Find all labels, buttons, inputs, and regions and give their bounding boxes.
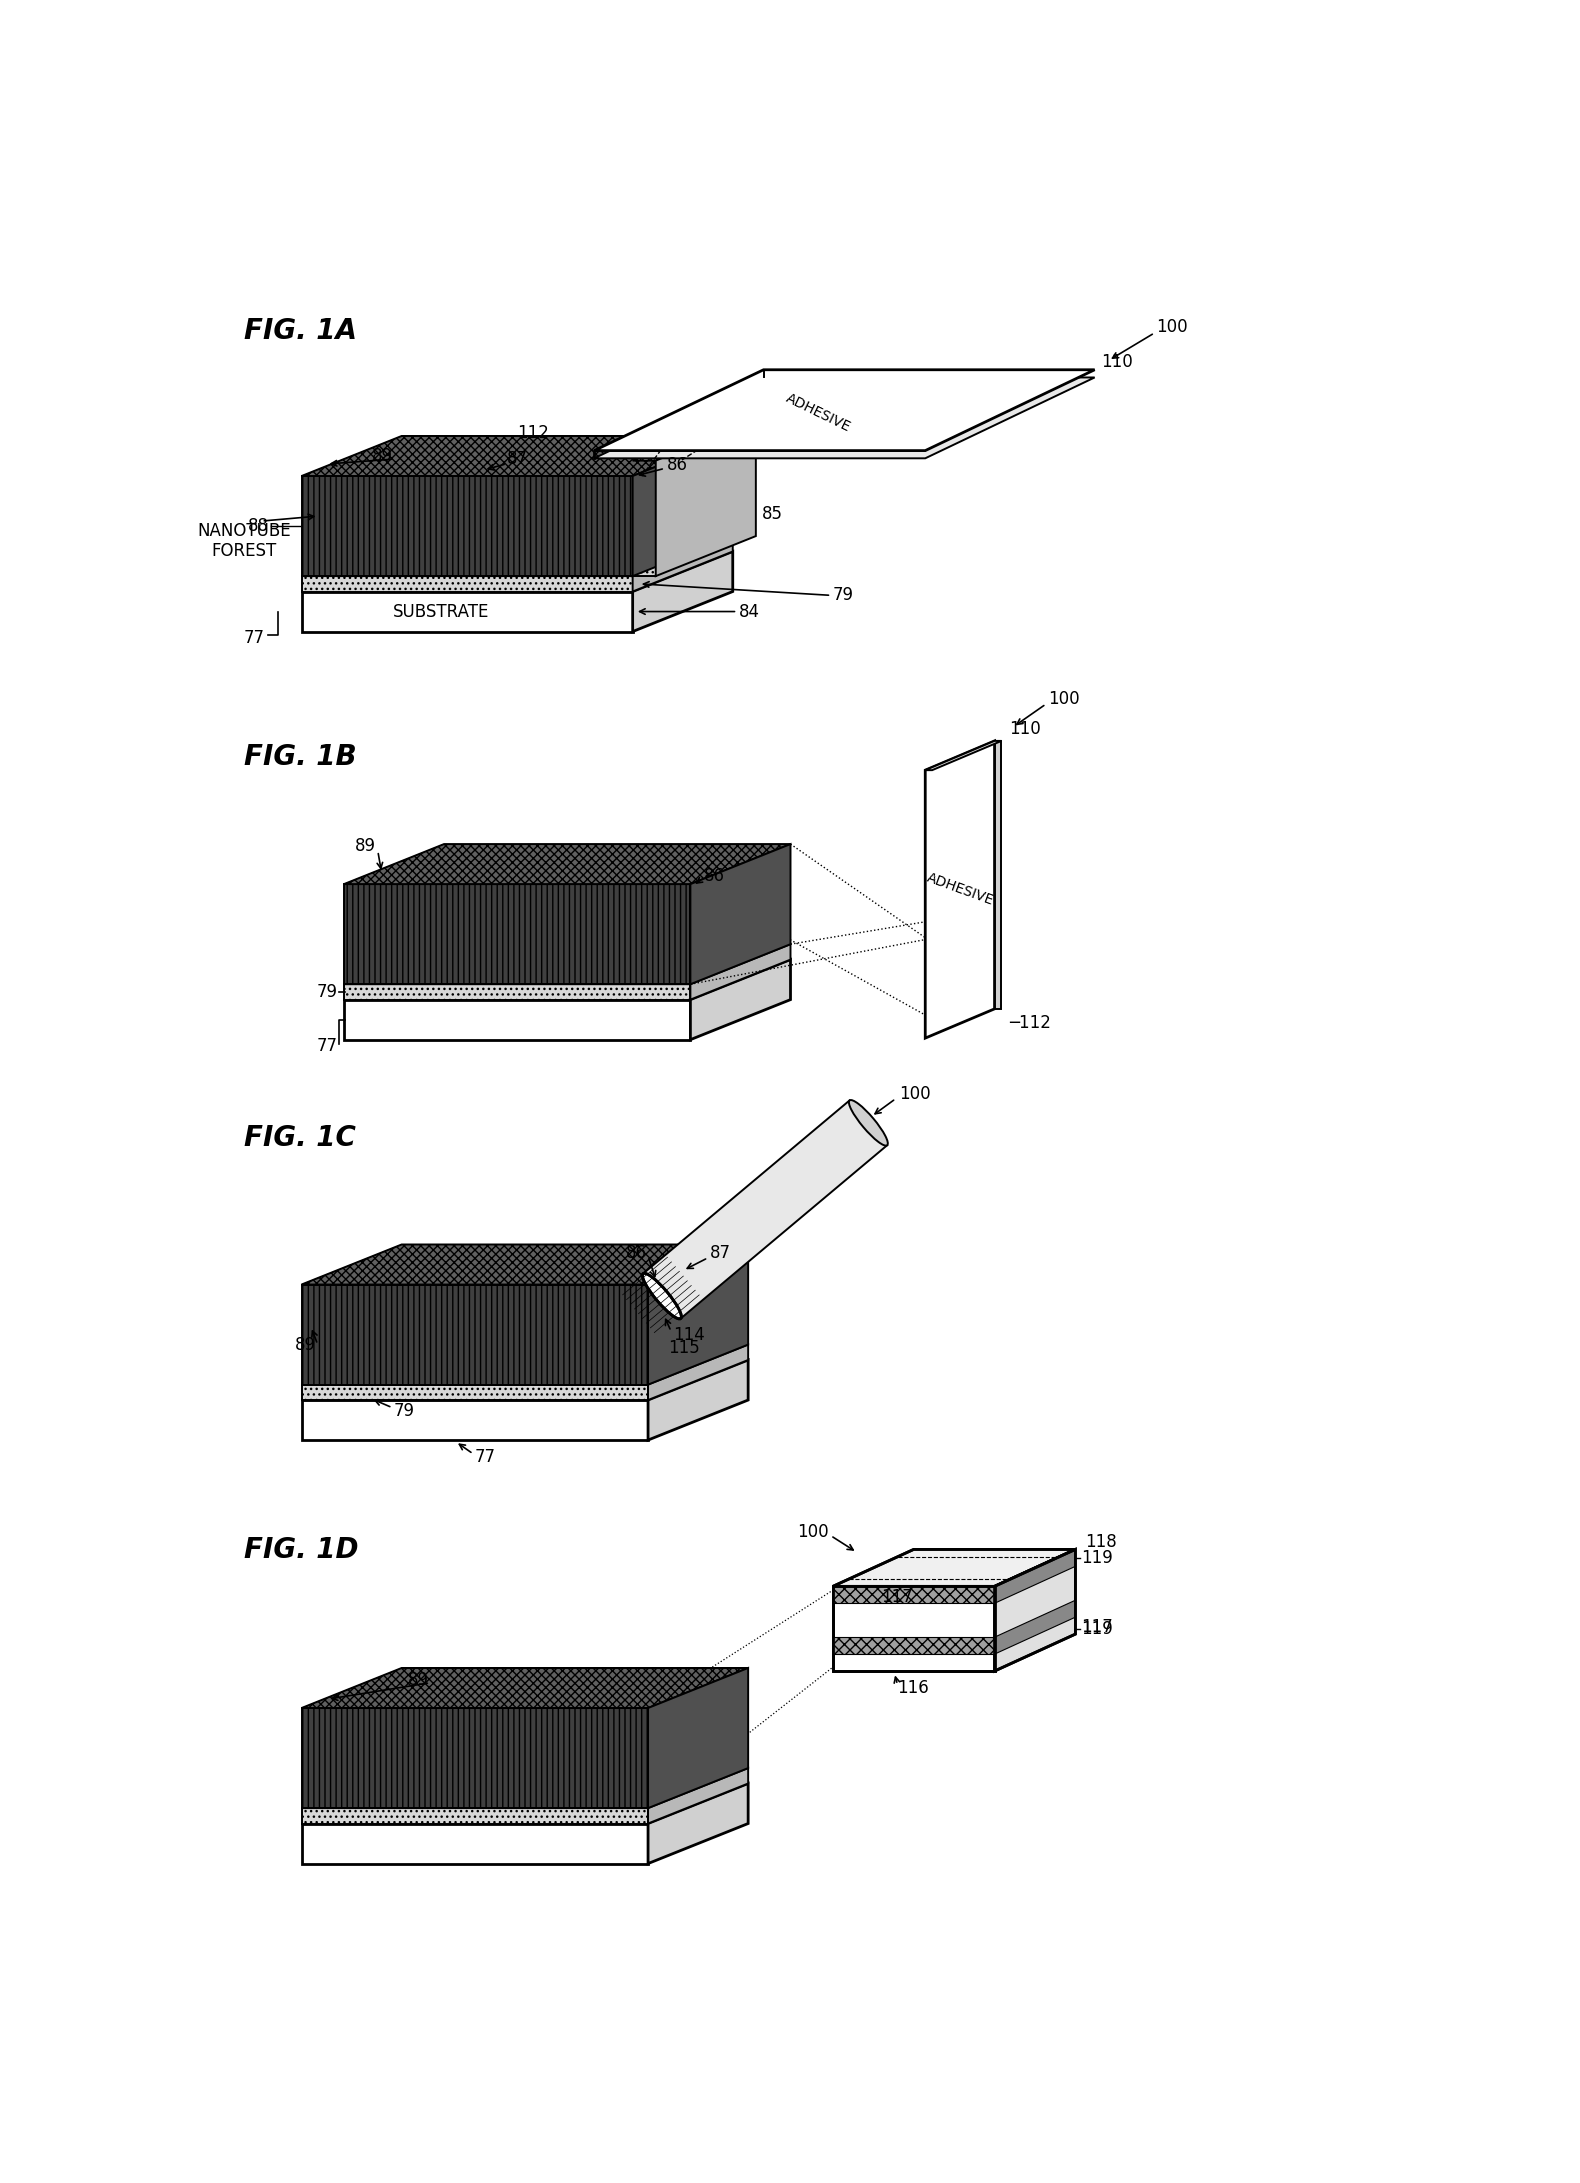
Polygon shape (632, 461, 656, 576)
Polygon shape (833, 1637, 994, 1655)
Polygon shape (926, 740, 1002, 771)
Text: ADHESIVE: ADHESIVE (924, 871, 995, 908)
Text: NANOTUBE
FOREST: NANOTUBE FOREST (198, 522, 291, 561)
Polygon shape (302, 1345, 749, 1384)
Polygon shape (302, 1784, 749, 1823)
Polygon shape (632, 421, 755, 461)
Text: 119: 119 (1082, 1550, 1114, 1567)
Text: 87: 87 (507, 450, 528, 467)
Text: 114: 114 (673, 1325, 705, 1343)
Polygon shape (648, 1360, 749, 1441)
Polygon shape (994, 1600, 1076, 1655)
Polygon shape (344, 961, 790, 1000)
Text: 119: 119 (1082, 1620, 1114, 1639)
Text: 86: 86 (705, 867, 725, 886)
Text: FIG. 1D: FIG. 1D (243, 1537, 359, 1565)
Polygon shape (833, 1587, 994, 1670)
Polygon shape (594, 369, 1095, 450)
Ellipse shape (643, 1273, 681, 1319)
Polygon shape (344, 1000, 690, 1039)
Text: 100: 100 (1157, 319, 1188, 336)
Text: 100: 100 (798, 1524, 830, 1541)
Text: 115: 115 (668, 1340, 700, 1358)
Text: 118: 118 (1084, 1532, 1117, 1550)
Text: ADHESIVE: ADHESIVE (784, 391, 853, 434)
Polygon shape (594, 378, 1095, 458)
Text: 116: 116 (897, 1679, 929, 1696)
Polygon shape (344, 945, 790, 985)
Text: 89: 89 (294, 1336, 316, 1353)
Text: 77: 77 (316, 1037, 338, 1054)
Polygon shape (302, 437, 733, 476)
Text: SUBSTRATE: SUBSTRATE (392, 603, 488, 620)
Polygon shape (994, 1550, 1076, 1670)
Polygon shape (994, 740, 1002, 1009)
Polygon shape (302, 1668, 749, 1707)
Text: 100: 100 (1048, 690, 1079, 707)
Text: 77: 77 (243, 629, 264, 646)
Text: 117: 117 (882, 1587, 913, 1605)
Polygon shape (648, 1345, 749, 1399)
Polygon shape (344, 985, 690, 1000)
Text: 89: 89 (356, 838, 376, 856)
Text: 110: 110 (1010, 720, 1041, 738)
Polygon shape (302, 592, 632, 631)
Text: 89: 89 (371, 448, 392, 465)
Text: 85: 85 (762, 504, 784, 524)
Text: 79: 79 (833, 587, 853, 605)
Polygon shape (643, 1100, 886, 1319)
Polygon shape (302, 1284, 648, 1384)
Polygon shape (926, 740, 994, 1039)
Text: 117: 117 (1082, 1618, 1114, 1637)
Polygon shape (302, 476, 632, 576)
Polygon shape (833, 1587, 994, 1602)
Polygon shape (302, 1244, 749, 1284)
Text: 77: 77 (476, 1447, 496, 1467)
Polygon shape (632, 552, 733, 631)
Ellipse shape (848, 1100, 888, 1146)
Text: 79: 79 (316, 982, 338, 1002)
Text: 87: 87 (709, 1244, 730, 1262)
Polygon shape (344, 845, 790, 884)
Text: 86: 86 (626, 1244, 646, 1262)
Text: 79: 79 (393, 1401, 416, 1419)
Polygon shape (648, 1768, 749, 1823)
Polygon shape (690, 845, 790, 985)
Polygon shape (302, 1808, 648, 1823)
Polygon shape (344, 884, 690, 985)
Polygon shape (302, 1399, 648, 1441)
Text: FIG. 1B: FIG. 1B (243, 742, 357, 771)
Polygon shape (302, 1360, 749, 1399)
Text: 86: 86 (667, 456, 689, 474)
Polygon shape (302, 576, 632, 592)
Text: 110: 110 (1101, 354, 1133, 371)
Polygon shape (690, 961, 790, 1039)
Polygon shape (994, 1550, 1076, 1602)
Text: FIG. 1A: FIG. 1A (243, 317, 357, 345)
Text: 84: 84 (739, 603, 760, 620)
Polygon shape (302, 1823, 648, 1864)
Polygon shape (648, 1784, 749, 1864)
Text: 89: 89 (408, 1672, 428, 1690)
Polygon shape (632, 437, 733, 576)
Polygon shape (302, 1707, 648, 1808)
Text: 88: 88 (248, 517, 269, 535)
Polygon shape (632, 537, 733, 592)
Polygon shape (648, 1244, 749, 1384)
Polygon shape (833, 1550, 1076, 1587)
Polygon shape (302, 537, 733, 576)
Text: 100: 100 (899, 1085, 931, 1102)
Text: ─112: ─112 (1010, 1015, 1051, 1033)
Text: 112: 112 (517, 424, 548, 441)
Polygon shape (656, 421, 755, 576)
Polygon shape (302, 1768, 749, 1808)
Polygon shape (302, 1384, 648, 1399)
Polygon shape (302, 552, 733, 592)
Polygon shape (648, 1668, 749, 1808)
Text: FIG. 1C: FIG. 1C (243, 1124, 356, 1153)
Polygon shape (690, 945, 790, 1000)
